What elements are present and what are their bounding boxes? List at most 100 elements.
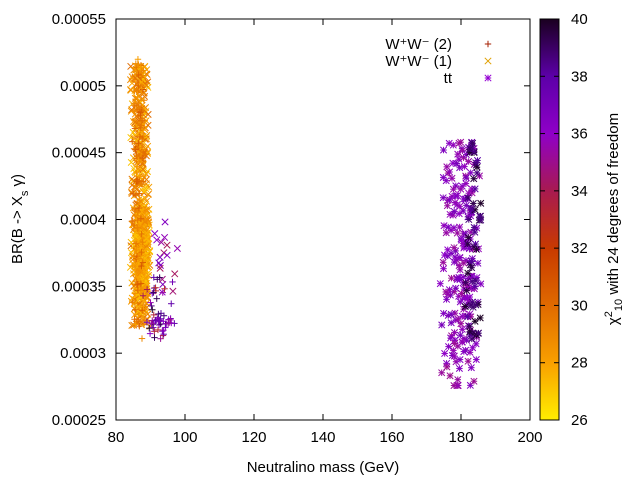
data-point-plus: [132, 95, 139, 103]
data-point-cross: [135, 307, 143, 315]
data-point-plus: [133, 169, 140, 177]
data-point-star: [457, 185, 465, 193]
data-point-star: [471, 185, 479, 193]
data-point-plus: [135, 140, 142, 147]
colorbar-axis: 26 28 30 32 34 36 38 40: [540, 11, 588, 429]
data-point-cross: [139, 165, 147, 173]
y-axis-label: BR(B -> Xs γ): [9, 174, 31, 264]
data-point-star: [459, 207, 467, 215]
data-point-plus: [155, 310, 162, 318]
data-point-cross: [145, 234, 153, 242]
data-point-plus: [143, 319, 151, 326]
data-point-star: [439, 258, 447, 266]
data-point-star: [464, 194, 472, 202]
data-point-cross: [127, 85, 135, 94]
legend-label: W⁺W⁻ (1): [385, 53, 452, 70]
data-point-star: [456, 164, 464, 172]
data-point-star: [462, 201, 470, 209]
data-point-plus: [160, 326, 167, 334]
data-point-star: [454, 376, 462, 384]
data-point-plus: [148, 302, 155, 310]
data-point-plus: [137, 280, 145, 287]
legend-marker-plus: [484, 40, 492, 48]
data-point-star: [473, 163, 481, 171]
data-point-star: [446, 196, 454, 204]
data-point-plus: [130, 145, 138, 152]
data-point-plus: [131, 290, 138, 297]
data-point-cross: [131, 74, 139, 82]
data-point-star: [461, 303, 469, 311]
data-point-star: [453, 229, 461, 237]
data-point-plus: [167, 316, 174, 324]
data-point-plus: [134, 281, 141, 288]
data-point-plus: [147, 299, 154, 306]
data-point-star: [454, 381, 462, 390]
data-point-star: [449, 141, 457, 149]
data-point-plus: [150, 289, 157, 296]
data-point-plus: [134, 100, 142, 108]
data-point-cross: [142, 197, 151, 205]
data-point-cross: [146, 248, 154, 256]
data-point-cross: [151, 230, 159, 238]
data-point-cross: [134, 274, 142, 282]
data-point-star: [443, 202, 451, 210]
colorbar-tick-label: 26: [571, 412, 588, 429]
data-point-cross: [142, 216, 150, 224]
data-point-plus: [146, 330, 154, 337]
data-point-plus: [133, 150, 140, 158]
data-point-star: [454, 315, 462, 323]
data-point-plus: [130, 100, 138, 107]
data-point-cross: [143, 282, 151, 290]
data-point-cross: [161, 218, 169, 226]
data-point-plus: [152, 284, 159, 291]
data-point-star: [458, 338, 466, 346]
data-point-plus: [138, 307, 146, 314]
data-point-plus: [139, 132, 147, 140]
data-point-star: [463, 287, 471, 295]
data-point-plus: [138, 122, 145, 129]
data-point-star: [452, 192, 460, 200]
data-point-plus: [129, 263, 136, 270]
data-point-star: [451, 198, 459, 207]
data-point-star: [465, 215, 473, 224]
data-point-star: [450, 329, 459, 337]
data-point-star: [451, 339, 459, 348]
data-point-star: [474, 329, 483, 337]
colorbar-label: χ210 with 24 degrees of freedom: [603, 113, 625, 325]
y-tick-label: 0.0004: [60, 212, 106, 229]
data-point-cross: [128, 321, 136, 330]
data-point-plus: [168, 300, 175, 307]
y-tick-label: 0.0005: [60, 78, 106, 95]
data-point-plus: [139, 292, 147, 299]
data-point-star: [450, 258, 458, 266]
y-tick-label: 0.00055: [52, 11, 106, 28]
data-point-plus: [137, 287, 145, 294]
data-point-star: [453, 275, 461, 284]
data-point-star: [462, 279, 470, 287]
data-point-plus: [151, 334, 158, 341]
data-point-plus: [132, 60, 140, 67]
data-point-star: [453, 159, 461, 168]
data-point-star: [467, 364, 475, 372]
legend-marker-star: [484, 74, 492, 82]
data-point-star: [468, 257, 476, 266]
data-point-plus: [169, 278, 176, 286]
data-point-star: [468, 264, 476, 272]
data-point-plus: [131, 125, 139, 132]
data-point-star: [472, 245, 481, 253]
data-point-plus: [146, 325, 153, 332]
data-point-cross: [144, 216, 152, 224]
data-point-plus: [132, 321, 139, 328]
data-point-star: [438, 369, 446, 377]
data-point-cross: [160, 249, 168, 257]
data-point-cross: [143, 303, 151, 311]
legend-marker-cross: [484, 57, 492, 65]
x-axis-label: Neutralino mass (GeV): [247, 459, 400, 476]
data-point-cross: [130, 66, 138, 74]
data-point-plus: [132, 306, 139, 313]
data-point-star: [439, 194, 447, 202]
data-point-cross: [142, 183, 151, 191]
data-point-star: [470, 175, 478, 183]
y-tick-label: 0.00045: [52, 145, 106, 162]
data-point-cross: [142, 274, 150, 282]
